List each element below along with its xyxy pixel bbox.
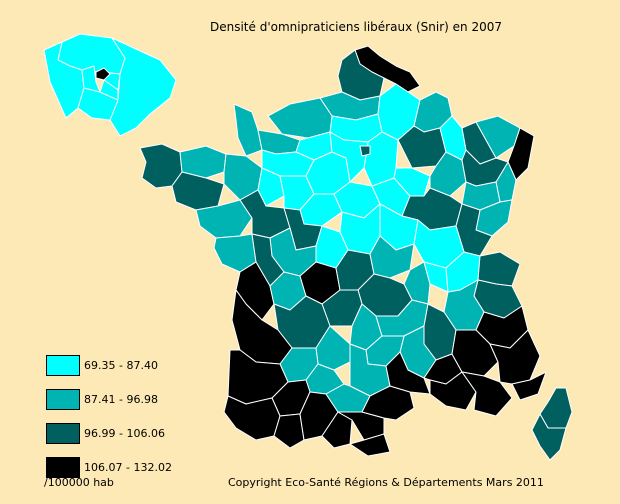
dept-var[interactable] [461,371,513,417]
legend-item: 96.99 - 106.06 [46,416,172,450]
dept-monaco-coast[interactable] [511,371,547,401]
legend-label: 69.35 - 87.40 [84,358,158,372]
inset-dept-paris[interactable] [95,67,111,81]
dept-paris-core[interactable] [359,145,371,157]
copyright-text: Copyright Eco-Santé Régions & Départemen… [228,476,544,489]
dept-manche[interactable] [233,103,263,157]
dept-seine-maritime[interactable] [267,97,333,139]
dept-gard[interactable] [385,351,431,395]
dept-pas-de-calais[interactable] [337,49,385,101]
legend-swatch [46,422,80,444]
legend-swatch [46,456,80,478]
legend: 69.35 - 87.40 87.41 - 96.98 96.99 - 106.… [46,348,172,484]
dept-pyrenees-atlantiques[interactable] [223,395,281,441]
dept-ariege[interactable] [321,411,353,449]
legend-swatch [46,354,80,376]
dept-morbihan[interactable] [171,171,225,211]
inset-dept-val-de-marne[interactable] [99,79,119,101]
dept-pyrenees-orientales[interactable] [349,433,391,457]
map-title: Densité d'omnipraticiens libéraux (Snir)… [209,20,503,34]
mainland-france [139,45,573,461]
legend-label: 96.99 - 106.06 [84,426,165,440]
unit-label: /100000 hab [44,476,114,489]
legend-swatch [46,388,80,410]
legend-label: 106.07 - 132.02 [84,460,172,474]
legend-item: 106.07 - 132.02 [46,450,172,484]
legend-item: 87.41 - 96.98 [46,382,172,416]
idf-inset [43,33,177,137]
dept-corse-du-sud[interactable] [531,413,567,461]
legend-item: 69.35 - 87.40 [46,348,172,382]
inset-dept-hauts-de-seine[interactable] [81,65,101,93]
legend-label: 87.41 - 96.98 [84,392,158,406]
dept-mayenne[interactable] [257,167,285,207]
dept-loire-atlantique[interactable] [195,199,253,239]
